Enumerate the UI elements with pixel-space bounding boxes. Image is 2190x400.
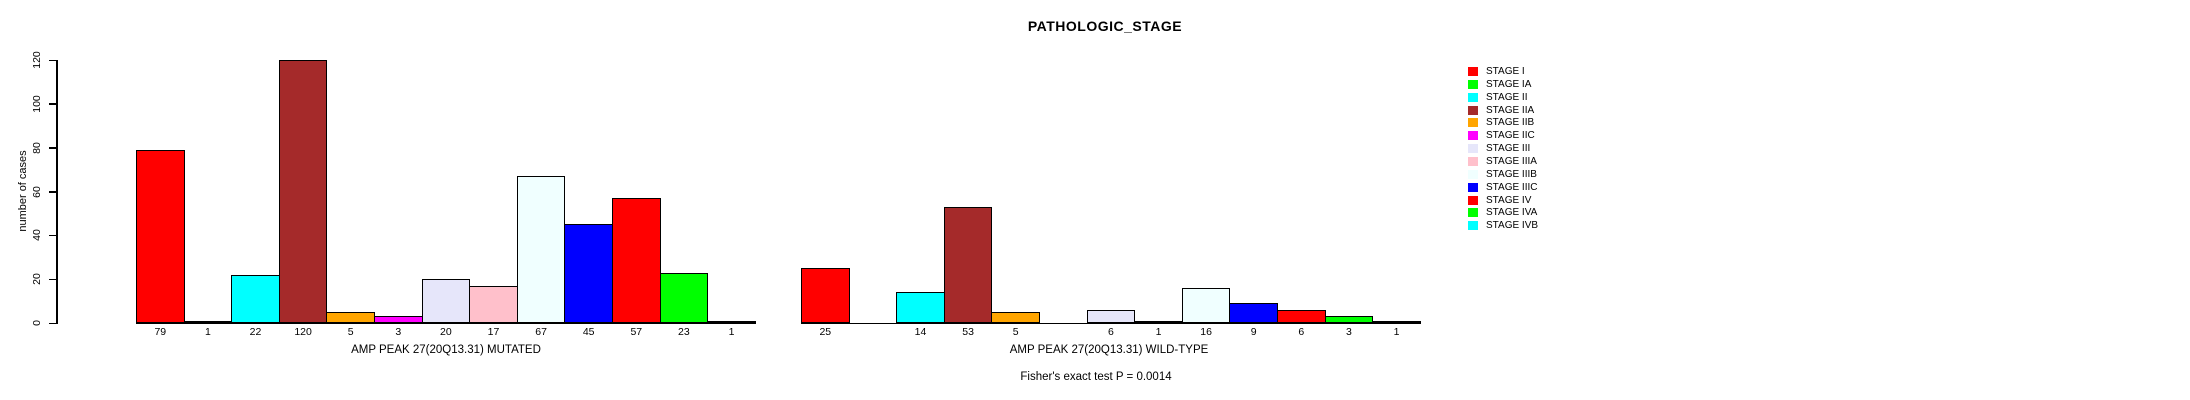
bar-value-label: 20: [440, 325, 452, 338]
y-tick: [49, 147, 56, 149]
x-baseline: [801, 323, 1421, 324]
bar-stage-iiib: [1181, 288, 1231, 323]
legend-label-stage-iva: STAGE IVA: [1486, 207, 1538, 219]
bar-value-label: 1: [728, 325, 735, 338]
bar-stage-ii: [231, 275, 280, 323]
legend-label-stage-ii: STAGE II: [1486, 91, 1528, 103]
bar-stage-iiia: [469, 286, 518, 323]
legend-swatch-stage-iic: [1468, 131, 1478, 141]
y-tick: [49, 278, 56, 281]
y-tick-label: 120: [31, 51, 43, 69]
bar-value-label: 25: [819, 325, 832, 338]
legend-label-stage-ivb: STAGE IVB: [1486, 220, 1539, 232]
legend-swatch-stage-iiic: [1468, 182, 1478, 192]
bar-value-label: 6: [1107, 325, 1114, 338]
bar-stage-ivb: [707, 321, 756, 323]
y-tick-label: 60: [31, 185, 43, 198]
bar-value-label: 79: [154, 325, 167, 338]
bar-value-label: 17: [487, 325, 500, 338]
chart-title: PATHOLOGIC_STAGE: [1027, 18, 1183, 34]
bar-value-label: 1: [1155, 325, 1162, 338]
legend-label-stage-iv: STAGE IV: [1486, 194, 1532, 206]
legend-label-stage-iic: STAGE IIC: [1486, 130, 1535, 142]
bar-stage-iii: [1086, 310, 1136, 323]
bar-stage-iiib: [516, 176, 566, 323]
bar-value-label: 9: [1250, 325, 1257, 338]
y-tick-label: 20: [31, 273, 43, 285]
bar-value-label: 5: [347, 325, 354, 338]
bar-stage-iv: [612, 198, 661, 323]
legend-label-stage-iiia: STAGE IIIA: [1486, 155, 1537, 167]
bar-value-label: 1: [1393, 325, 1400, 338]
fisher-test-annotation: Fisher's exact test P = 0.0014: [1020, 371, 1172, 383]
bar-stage-ivb: [1372, 321, 1421, 323]
bar-stage-iib: [991, 312, 1040, 323]
legend-label-stage-iiib: STAGE IIIB: [1486, 168, 1537, 180]
bar-value-label: 5: [1012, 325, 1019, 338]
bar-value-label: 16: [1200, 325, 1212, 338]
bar-stage-iic: [374, 316, 423, 323]
bar-stage-iib: [326, 312, 375, 323]
bar-stage-iiic: [564, 224, 613, 323]
bar-value-label: 120: [294, 325, 312, 338]
bar-value-label: 3: [1345, 325, 1352, 338]
legend-label-stage-iib: STAGE IIB: [1486, 117, 1535, 129]
bar-stage-iva: [659, 273, 709, 323]
bar-stage-iva: [1324, 316, 1374, 323]
legend-swatch-stage-ii: [1468, 92, 1478, 102]
y-axis-title: number of cases: [17, 150, 29, 232]
y-axis-line: [56, 60, 58, 324]
legend-swatch-stage-iiia: [1468, 156, 1478, 166]
bar-value-label: 23: [678, 325, 690, 338]
bar-value-label: 67: [535, 325, 547, 338]
legend-label-stage-iiic: STAGE IIIC: [1486, 181, 1538, 193]
y-tick: [49, 103, 56, 105]
legend-swatch-stage-i: [1468, 67, 1478, 76]
y-tick: [49, 322, 56, 324]
legend-swatch-stage-iia: [1468, 105, 1478, 115]
legend-swatch-stage-iii: [1468, 144, 1478, 154]
bar-stage-i: [136, 150, 185, 323]
group-label-wild-type: AMP PEAK 27(20Q13.31) WILD-TYPE: [1009, 344, 1209, 356]
legend-swatch-stage-iib: [1468, 118, 1478, 128]
bar-stage-iia: [943, 207, 993, 323]
y-tick-label: 0: [31, 320, 43, 326]
legend-label-stage-iia: STAGE IIA: [1486, 104, 1535, 116]
bar-value-label: 53: [962, 325, 974, 338]
y-tick: [49, 59, 56, 61]
bar-stage-ia: [183, 321, 233, 323]
y-tick-label: 40: [31, 229, 43, 242]
bar-stage-iiic: [1229, 303, 1278, 323]
y-tick-label: 100: [31, 95, 43, 113]
bar-value-label: 45: [582, 325, 595, 338]
bar-value-label: 14: [914, 325, 927, 338]
bar-value-label: 22: [249, 325, 262, 338]
legend-label-stage-i: STAGE I: [1486, 66, 1525, 77]
y-tick: [49, 234, 56, 237]
bar-value-label: 6: [1298, 325, 1305, 338]
x-baseline: [136, 323, 756, 324]
legend-label-stage-ia: STAGE IA: [1486, 78, 1532, 90]
bar-value-label: 3: [395, 325, 402, 338]
bar-stage-i: [801, 268, 850, 323]
legend-label-stage-iii: STAGE III: [1486, 143, 1531, 155]
legend-swatch-stage-iv: [1468, 195, 1478, 205]
bar-stage-iv: [1277, 310, 1326, 323]
bar-stage-ii: [896, 292, 945, 323]
y-tick: [49, 191, 56, 193]
y-tick-label: 80: [31, 141, 43, 154]
group-label-mutated: AMP PEAK 27(20Q13.31) MUTATED: [351, 344, 541, 356]
bar-stage-iii: [421, 279, 471, 323]
legend-swatch-stage-iva: [1468, 208, 1478, 218]
bar-value-label: 1: [204, 325, 211, 338]
legend-swatch-stage-ivb: [1468, 221, 1478, 231]
bar-stage-iia: [278, 60, 328, 323]
legend-swatch-stage-ia: [1468, 79, 1478, 89]
bar-value-label: 57: [630, 325, 643, 338]
legend-swatch-stage-iiib: [1468, 169, 1478, 179]
bar-stage-iiia: [1134, 321, 1183, 323]
